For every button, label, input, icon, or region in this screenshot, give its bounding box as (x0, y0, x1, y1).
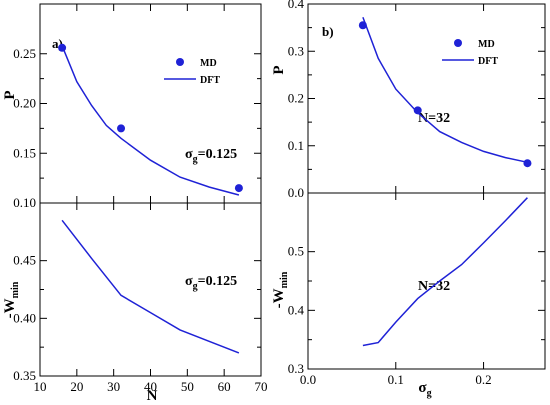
y-tick-label: 0.2 (288, 91, 304, 106)
y-tick-label: 0.20 (13, 96, 36, 111)
legend-md-label: MD (478, 39, 495, 50)
series-line-dft (362, 197, 528, 347)
y-tick-label: 0.40 (13, 310, 36, 325)
y-axis-label: -Wmin (271, 271, 290, 308)
legend-md-label: MD (200, 58, 217, 69)
y-tick-label: 0.5 (288, 244, 304, 259)
plot-frame (307, 3, 546, 194)
annotation-label: σg=0.125 (185, 274, 237, 292)
legend-md-marker (176, 58, 184, 66)
plot-frame (39, 3, 262, 204)
x-axis-label: σg (418, 380, 431, 399)
y-tick-label: 0.3 (288, 361, 304, 376)
y-tick-label: 0.1 (288, 138, 304, 153)
panel-tag: b) (322, 24, 334, 39)
series-line-dft (61, 219, 240, 354)
y-tick-label: 0.15 (13, 145, 36, 160)
y-tick-label: 0.10 (13, 195, 36, 210)
x-tick-label: 0.1 (388, 372, 404, 387)
y-axis-label: -Wmin (2, 281, 21, 318)
y-tick-label: 0.35 (13, 368, 36, 383)
legend-md-marker (454, 39, 462, 47)
panel-bottom-left: 0.35 0.40 0.45 10 20 30 40 50 60 70 -Wmin Nσg=0.125 (2, 202, 268, 404)
y-tick-label: 0.0 (288, 185, 304, 200)
y-axis-label: P (271, 65, 287, 74)
data-point-md (234, 184, 243, 193)
x-tick-label: 0.2 (475, 372, 491, 387)
y-tick-label: 0.4 (288, 0, 305, 11)
y-tick-label: 0.3 (288, 43, 304, 58)
x-tick-label: 20 (70, 379, 83, 394)
annotation-label: σg=0.125 (185, 147, 237, 165)
y-tick-label: 0.25 (13, 46, 36, 61)
y-tick-label: 0.4 (288, 302, 305, 317)
x-axis-label: N (147, 388, 158, 404)
x-tick-label: 0.0 (300, 372, 316, 387)
y-axis-label: P (2, 90, 18, 99)
plot-frame (39, 202, 262, 377)
data-point-md (58, 43, 67, 52)
panel-top-right: 0.0 0.1 0.2 0.3 0.4 b) P N=32 MD DFT (271, 0, 546, 200)
data-point-md (117, 124, 126, 133)
legend-dft-label: DFT (200, 75, 220, 86)
data-point-md (413, 106, 422, 115)
series-line-dft (362, 16, 528, 164)
panel-top-left: 0.10 0.15 0.20 0.25 a) Pσg=0.125 MD DFT (2, 3, 262, 210)
panel-bottom-right: 0.3 0.4 0.5 0.0 0.1 0.2 -Wmin σg N=32 (271, 192, 546, 399)
x-tick-label: 50 (181, 379, 194, 394)
x-tick-label: 10 (34, 379, 47, 394)
annotation-label: N=32 (418, 279, 450, 294)
x-tick-label: 30 (107, 379, 120, 394)
x-tick-label: 40 (144, 379, 157, 394)
panel-tag: a) (52, 36, 63, 51)
legend-dft-label: DFT (478, 56, 498, 67)
x-tick-label: 70 (255, 379, 268, 394)
annotation-label: N=32 (418, 111, 450, 126)
series-line-dft (61, 45, 240, 196)
x-tick-label: 60 (218, 379, 231, 394)
data-point-md (523, 159, 532, 168)
y-tick-label: 0.45 (13, 253, 36, 268)
